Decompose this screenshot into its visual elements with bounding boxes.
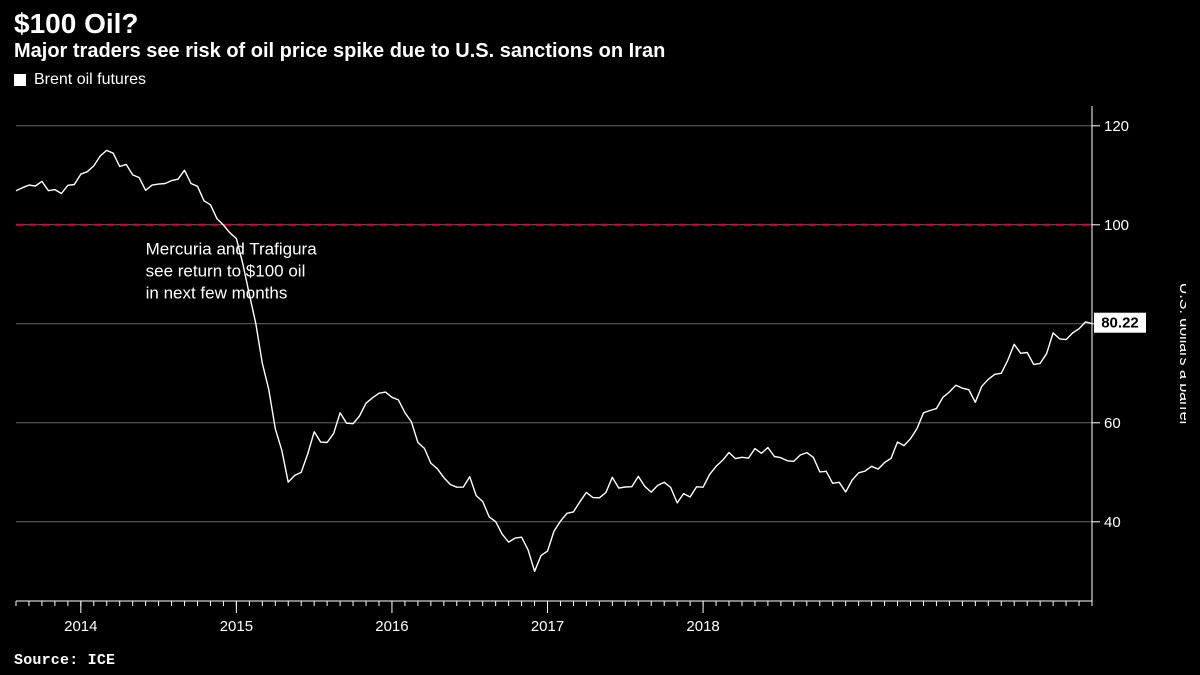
svg-text:2014: 2014 [64,618,97,635]
svg-text:2018: 2018 [686,618,719,635]
svg-text:120: 120 [1104,118,1129,135]
legend-label: Brent oil futures [34,71,146,89]
svg-text:80.22: 80.22 [1101,315,1139,332]
svg-text:see return to $100 oil: see return to $100 oil [146,262,306,281]
svg-text:60: 60 [1104,415,1121,432]
svg-text:40: 40 [1104,514,1121,531]
chart-subtitle: Major traders see risk of oil price spik… [0,40,1200,71]
svg-text:2015: 2015 [220,618,253,635]
chart-area: 4060801001202014201520162017201880.22U.S… [14,100,1186,641]
legend: Brent oil futures [0,71,1200,95]
svg-text:in next few months: in next few months [146,284,288,303]
svg-text:2016: 2016 [375,618,408,635]
source-label: Source: ICE [14,652,115,669]
chart-title: $100 Oil? [0,0,1200,40]
svg-text:100: 100 [1104,217,1129,234]
svg-text:U.S. dollars a barrel: U.S. dollars a barrel [1176,283,1186,424]
svg-text:2017: 2017 [531,618,564,635]
legend-marker [14,74,26,86]
svg-text:Mercuria and Trafigura: Mercuria and Trafigura [146,240,318,259]
